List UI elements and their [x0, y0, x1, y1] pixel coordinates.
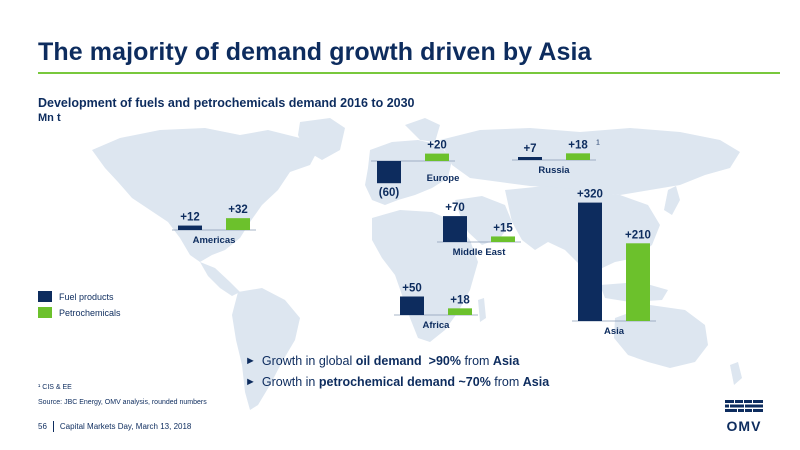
footer-event: Capital Markets Day, March 13, 2018 [59, 422, 192, 431]
legend-fuel-label: Fuel products [59, 291, 114, 302]
footer-divider [52, 421, 54, 432]
asia-fuel-value-label: +320 [577, 189, 603, 201]
americas-fuel-value-label: +12 [180, 212, 200, 224]
bullet-bold-text: Asia [492, 354, 520, 368]
americas-region-label: Americas [193, 235, 236, 246]
africa-petrochemicals-bar [448, 308, 472, 315]
africa-petrochemicals-value-label: +18 [450, 294, 470, 306]
africa-fuel-value-label: +50 [402, 283, 422, 295]
russia-fuel-value-label: +7 [523, 143, 536, 155]
bullet-bold-text: Asia [522, 375, 550, 389]
footer: 56 Capital Markets Day, March 13, 2018 [38, 421, 191, 432]
key-messages: ► Growth in global oil demand >90% from A… [245, 354, 549, 396]
middle-east-fuel-value-label: +70 [445, 202, 465, 214]
europe-fuel-bar [377, 161, 401, 184]
legend-petrochemicals: Petrochemicals [38, 307, 121, 318]
middle-east-fuel-bar [443, 216, 467, 242]
legend-fuel-swatch [38, 291, 52, 302]
footnote: ¹ CIS & EE [38, 384, 72, 391]
bullet-text: Growth in global [261, 354, 356, 368]
chart-subtitle: Development of fuels and petrochemicals … [38, 96, 415, 110]
europe-petrochemicals-bar [425, 153, 449, 161]
omv-logo: OMV [725, 399, 763, 434]
middle-east-petrochemicals-bar [491, 236, 515, 242]
unit-label: Mn t [38, 112, 61, 124]
legend-petrochemicals-label: Petrochemicals [59, 307, 121, 318]
africa-fuel-bar [400, 296, 424, 315]
russia-petrochemicals-bar [566, 153, 590, 160]
bullet-oil-demand: ► Growth in global oil demand >90% from A… [245, 354, 549, 368]
omv-logo-mark-icon [725, 400, 763, 412]
russia-region-label: Russia [538, 165, 570, 176]
asia-fuel-bar [578, 202, 602, 321]
bullet-bold-text: >90% [428, 354, 461, 368]
bullet-arrow-icon: ► [245, 376, 256, 388]
europe-region-label: Europe [427, 173, 460, 184]
asia-petrochemicals-value-label: +210 [625, 229, 651, 241]
europe-petrochemicals-value-label: +20 [427, 140, 447, 152]
page-title: The majority of demand growth driven by … [38, 38, 592, 66]
bullet-bold-text: petrochemical demand [318, 375, 456, 389]
russia-petrochemicals-footnote-marker: 1 [596, 139, 600, 146]
bullet-bold-text: ~70% [458, 375, 491, 389]
middle-east-region-label: Middle East [453, 247, 507, 258]
africa-region-label: Africa [423, 320, 451, 331]
source-note: Source: JBC Energy, OMV analysis, rounde… [38, 399, 207, 406]
middle-east-petrochemicals-value-label: +15 [493, 222, 513, 234]
omv-logo-text: OMV [726, 418, 762, 434]
legend-petrochemicals-swatch [38, 307, 52, 318]
europe-fuel-value-label: (60) [379, 187, 400, 199]
bullet-text: from [490, 375, 523, 389]
asia-region-label: Asia [604, 326, 625, 337]
americas-fuel-bar [178, 225, 202, 230]
bullet-text: Growth in [261, 375, 319, 389]
russia-petrochemicals-value-label: +18 [568, 139, 588, 151]
page-number: 56 [38, 422, 47, 431]
asia-petrochemicals-bar [626, 243, 650, 321]
bullet-text [422, 354, 429, 368]
legend-fuel: Fuel products [38, 291, 114, 302]
russia-fuel-bar [518, 157, 542, 160]
americas-petrochemicals-bar [226, 218, 250, 230]
bullet-text: from [460, 354, 493, 368]
americas-petrochemicals-value-label: +32 [228, 204, 248, 216]
bullet-petrochemical-demand: ► Growth in petrochemical demand ~70% fro… [245, 375, 549, 389]
bullet-arrow-icon: ► [245, 355, 256, 367]
title-underline [38, 72, 780, 74]
bullet-bold-text: oil demand [355, 354, 422, 368]
